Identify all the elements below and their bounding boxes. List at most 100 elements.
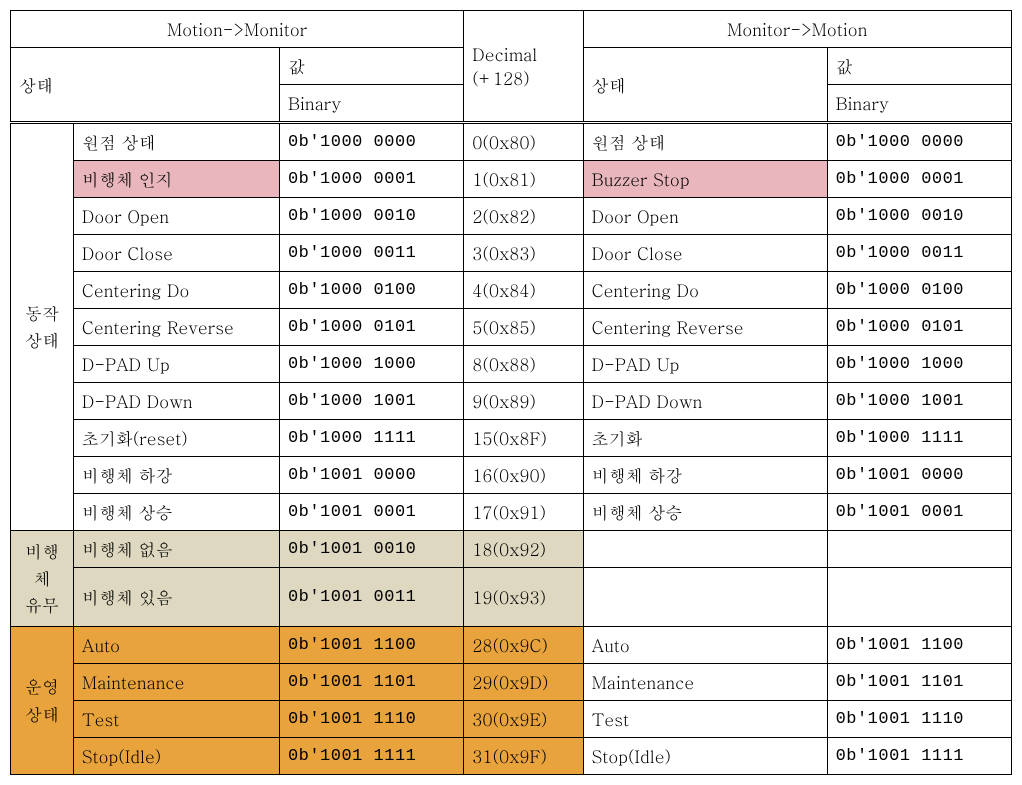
cell-decimal: 1(0x81) [464,161,583,198]
cell-right-binary: 0b'1000 0010 [827,198,1011,235]
cell-right-state [583,568,827,627]
cell-right-state: Stop(Idle) [583,738,827,775]
cell-left-state: Door Open [73,198,279,235]
cell-left-state: D-PAD Down [73,383,279,420]
header-right-state: 상태 [583,48,827,123]
table-row: 비행체 상승 0b'1001 0001 17(0x91) 비행체 상승 0b'1… [11,494,1012,531]
cell-left-binary: 0b'1000 1001 [279,383,463,420]
cell-left-binary: 0b'1000 1111 [279,420,463,457]
cell-right-state: 원점 상태 [583,123,827,161]
cell-left-binary: 0b'1001 0011 [279,568,463,627]
cell-right-state: D-PAD Down [583,383,827,420]
cell-right-binary: 0b'1001 1110 [827,701,1011,738]
cell-left-state: 원점 상태 [73,123,279,161]
cell-right-binary: 0b'1001 0000 [827,457,1011,494]
cell-right-state: Door Close [583,235,827,272]
group-label: 동작 [25,301,59,325]
cell-left-binary: 0b'1000 0010 [279,198,463,235]
cell-decimal: 31(0x9F) [464,738,583,775]
cell-left-binary: 0b'1000 0101 [279,309,463,346]
cell-left-binary: 0b'1001 0001 [279,494,463,531]
cell-decimal: 3(0x83) [464,235,583,272]
cell-left-binary: 0b'1001 1101 [279,664,463,701]
cell-left-binary: 0b'1000 1000 [279,346,463,383]
table-row: 동작 상태 원점 상태 0b'1000 0000 0(0x80) 원점 상태 0… [11,123,1012,161]
cell-right-state [583,531,827,568]
cell-left-binary: 0b'1000 0011 [279,235,463,272]
cell-right-binary [827,531,1011,568]
cell-decimal: 29(0x9D) [464,664,583,701]
group-label: 운영 [25,674,59,698]
cell-left-binary: 0b'1001 1110 [279,701,463,738]
cell-right-state: Test [583,701,827,738]
cell-left-state: Door Close [73,235,279,272]
table-header-row: Motion->Monitor Decimal (+128) Monitor->… [11,11,1012,48]
cell-right-binary: 0b'1000 0101 [827,309,1011,346]
table-row: Centering Do 0b'1000 0100 4(0x84) Center… [11,272,1012,309]
cell-decimal: 16(0x90) [464,457,583,494]
cell-right-binary: 0b'1000 1001 [827,383,1011,420]
cell-left-binary: 0b'1001 1100 [279,627,463,664]
header-left-binary: Binary [279,85,463,123]
cell-left-state: Stop(Idle) [73,738,279,775]
cell-left-state: 비행체 하강 [73,457,279,494]
cell-decimal: 8(0x88) [464,346,583,383]
cell-right-binary: 0b'1000 0001 [827,161,1011,198]
cell-right-binary: 0b'1000 0011 [827,235,1011,272]
cell-right-state: Auto [583,627,827,664]
table-row: 비행체 있음 0b'1001 0011 19(0x93) [11,568,1012,627]
table-row: D-PAD Down 0b'1000 1001 9(0x89) D-PAD Do… [11,383,1012,420]
cell-right-state: Buzzer Stop [583,161,827,198]
group-run-state: 운영 상태 [11,627,74,775]
cell-right-binary: 0b'1001 0001 [827,494,1011,531]
table-row: 초기화(reset) 0b'1000 1111 15(0x8F) 초기화 0b'… [11,420,1012,457]
table-row: 운영 상태 Auto 0b'1001 1100 28(0x9C) Auto 0b… [11,627,1012,664]
table-row: 비행 체 유무 비행체 없음 0b'1001 0010 18(0x92) [11,531,1012,568]
cell-right-state: Door Open [583,198,827,235]
cell-right-binary: 0b'1000 1111 [827,420,1011,457]
cell-left-state: 비행체 없음 [73,531,279,568]
header-monitor-to-motion: Monitor->Motion [583,11,1011,48]
table-row: Centering Reverse 0b'1000 0101 5(0x85) C… [11,309,1012,346]
cell-decimal: 2(0x82) [464,198,583,235]
cell-left-state: Auto [73,627,279,664]
cell-decimal: 15(0x8F) [464,420,583,457]
cell-left-binary: 0b'1000 0000 [279,123,463,161]
cell-right-state: Maintenance [583,664,827,701]
cell-right-binary [827,568,1011,627]
cell-decimal: 5(0x85) [464,309,583,346]
cell-right-binary: 0b'1000 0100 [827,272,1011,309]
cell-left-binary: 0b'1001 1111 [279,738,463,775]
table-row: Maintenance 0b'1001 1101 29(0x9D) Mainte… [11,664,1012,701]
cell-decimal: 4(0x84) [464,272,583,309]
cell-decimal: 17(0x91) [464,494,583,531]
table-row: 비행체 인지 0b'1000 0001 1(0x81) Buzzer Stop … [11,161,1012,198]
cell-left-state: Centering Reverse [73,309,279,346]
cell-left-state: 비행체 있음 [73,568,279,627]
header-decimal-l1: Decimal [472,42,537,66]
group-label: 비행 [25,539,59,563]
cell-right-state: Centering Do [583,272,827,309]
cell-right-binary: 0b'1001 1111 [827,738,1011,775]
cell-left-binary: 0b'1001 0000 [279,457,463,494]
group-label: 유무 [25,593,59,617]
header-decimal: Decimal (+128) [464,11,583,123]
table-row: Stop(Idle) 0b'1001 1111 31(0x9F) Stop(Id… [11,738,1012,775]
cell-right-state: 초기화 [583,420,827,457]
header-right-binary: Binary [827,85,1011,123]
cell-right-binary: 0b'1001 1101 [827,664,1011,701]
cell-decimal: 19(0x93) [464,568,583,627]
cell-right-binary: 0b'1000 1000 [827,346,1011,383]
header-decimal-l2: (+128) [472,66,529,90]
cell-left-state: 비행체 인지 [73,161,279,198]
cell-left-binary: 0b'1000 0100 [279,272,463,309]
cell-left-binary: 0b'1001 0010 [279,531,463,568]
cell-decimal: 0(0x80) [464,123,583,161]
header-right-value: 값 [827,48,1011,85]
group-vehicle: 비행 체 유무 [11,531,74,627]
cell-right-binary: 0b'1001 1100 [827,627,1011,664]
cell-left-state: 초기화(reset) [73,420,279,457]
cell-decimal: 18(0x92) [464,531,583,568]
table-row: Test 0b'1001 1110 30(0x9E) Test 0b'1001 … [11,701,1012,738]
table-row: Door Close 0b'1000 0011 3(0x83) Door Clo… [11,235,1012,272]
